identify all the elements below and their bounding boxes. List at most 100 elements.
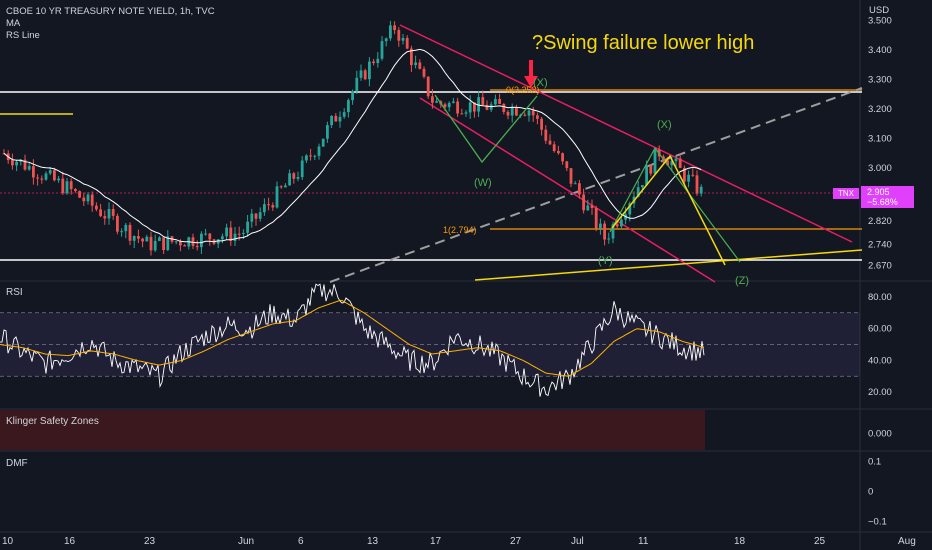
symbol-title[interactable]: CBOE 10 YR TREASURY NOTE YIELD, 1h, TVC — [6, 6, 215, 17]
price-tick-label: 2.740 — [868, 240, 892, 251]
candle-body — [515, 107, 518, 116]
candle-body — [179, 241, 182, 246]
dmf-tick-label: 0.1 — [868, 457, 881, 468]
candle-body — [275, 186, 279, 208]
candle-body — [561, 153, 564, 162]
candle-body — [641, 185, 644, 188]
candle-body — [573, 183, 577, 185]
candle-body — [699, 186, 703, 194]
price-tick-label: 3.300 — [868, 75, 892, 86]
candle-body — [271, 205, 275, 208]
candle-body — [578, 183, 581, 195]
candle-body — [410, 48, 413, 66]
candle-body — [536, 115, 539, 119]
candle-body — [418, 62, 422, 69]
candle-body — [552, 144, 556, 151]
candle-body — [263, 204, 266, 213]
price-tick-label: 2.820 — [868, 216, 892, 227]
candle-body — [494, 98, 497, 105]
dashed-trendline — [329, 87, 863, 283]
candle-body — [216, 239, 220, 244]
candle-body — [372, 61, 375, 64]
price-tick-label: 3.400 — [868, 45, 892, 56]
wave-label: (X) — [533, 77, 548, 89]
candle-body — [355, 77, 359, 92]
wave-label: (W) — [474, 177, 492, 189]
candle-body — [237, 233, 241, 235]
candle-body — [393, 25, 396, 31]
candle-body — [338, 116, 342, 122]
candle-body — [313, 155, 317, 157]
candle-body — [431, 96, 434, 103]
candle-body — [414, 62, 417, 66]
candle-body — [401, 37, 405, 41]
candle-body — [27, 166, 31, 170]
candle-body — [15, 161, 18, 166]
candle-body — [422, 68, 426, 77]
price-tick-label: 3.500 — [868, 16, 892, 27]
candle-body — [683, 167, 686, 182]
candle-body — [246, 221, 249, 233]
candle-body — [565, 161, 569, 169]
candle-body — [653, 149, 657, 174]
candle-body — [636, 187, 640, 197]
candle-body — [334, 115, 338, 122]
candle-body — [242, 232, 245, 234]
candle-body — [233, 233, 237, 241]
candle-body — [666, 160, 669, 166]
candle-body — [200, 233, 203, 248]
price-tick-label: 3.000 — [868, 163, 892, 174]
candle-body — [594, 208, 598, 229]
candle-body — [44, 173, 48, 180]
candle-body — [153, 240, 157, 251]
candle-body — [65, 181, 69, 194]
candle-body — [326, 125, 329, 139]
candle-body — [443, 104, 447, 108]
candle-body — [506, 111, 510, 116]
candle-body — [296, 177, 300, 179]
candle-body — [309, 155, 312, 157]
candle-body — [53, 170, 56, 181]
currency-label: USD — [869, 5, 890, 16]
candle-body — [191, 237, 195, 246]
dmf-pane-label[interactable]: DMF — [6, 458, 28, 469]
rsi-tick-label: 40.00 — [868, 355, 892, 366]
candle-body — [221, 236, 224, 240]
fib-label: 1(2.794) — [443, 225, 477, 235]
time-tick-label: 11 — [638, 536, 649, 547]
candle-body — [544, 129, 548, 141]
swing-failure-annotation[interactable]: ?Swing failure lower high — [532, 32, 755, 54]
indicator-rsline-label[interactable]: RS Line — [6, 30, 40, 41]
indicator-ma-label[interactable]: MA — [6, 18, 21, 29]
last-price-value: 2.905 — [867, 187, 890, 197]
candle-body — [452, 101, 455, 103]
candle-body — [195, 245, 199, 248]
candle-body — [342, 112, 346, 117]
candle-body — [477, 97, 480, 112]
candle-body — [649, 165, 653, 174]
wave-label: (Y) — [598, 255, 613, 267]
candle-body — [284, 185, 287, 188]
candle-body — [645, 165, 648, 186]
candle-body — [368, 61, 371, 80]
candle-body — [158, 237, 161, 241]
candle-body — [670, 161, 674, 166]
candle-body — [36, 177, 39, 179]
price-tick-label: 3.200 — [868, 104, 892, 115]
candle-body — [485, 104, 489, 110]
candle-body — [145, 236, 149, 242]
candle-body — [599, 223, 602, 229]
klinger-pane-label[interactable]: Klinger Safety Zones — [6, 416, 99, 427]
rsi-pane-label[interactable]: RSI — [6, 287, 23, 298]
candle-body — [103, 216, 107, 219]
dmf-tick-label: 0 — [868, 487, 873, 498]
candle-body — [481, 97, 485, 105]
candle-body — [99, 209, 102, 217]
candle-body — [183, 245, 186, 247]
time-tick-label: 17 — [430, 536, 442, 547]
candle-body — [116, 215, 119, 232]
candle-body — [74, 189, 77, 192]
candle-body — [527, 110, 531, 116]
candle-body — [674, 158, 678, 162]
